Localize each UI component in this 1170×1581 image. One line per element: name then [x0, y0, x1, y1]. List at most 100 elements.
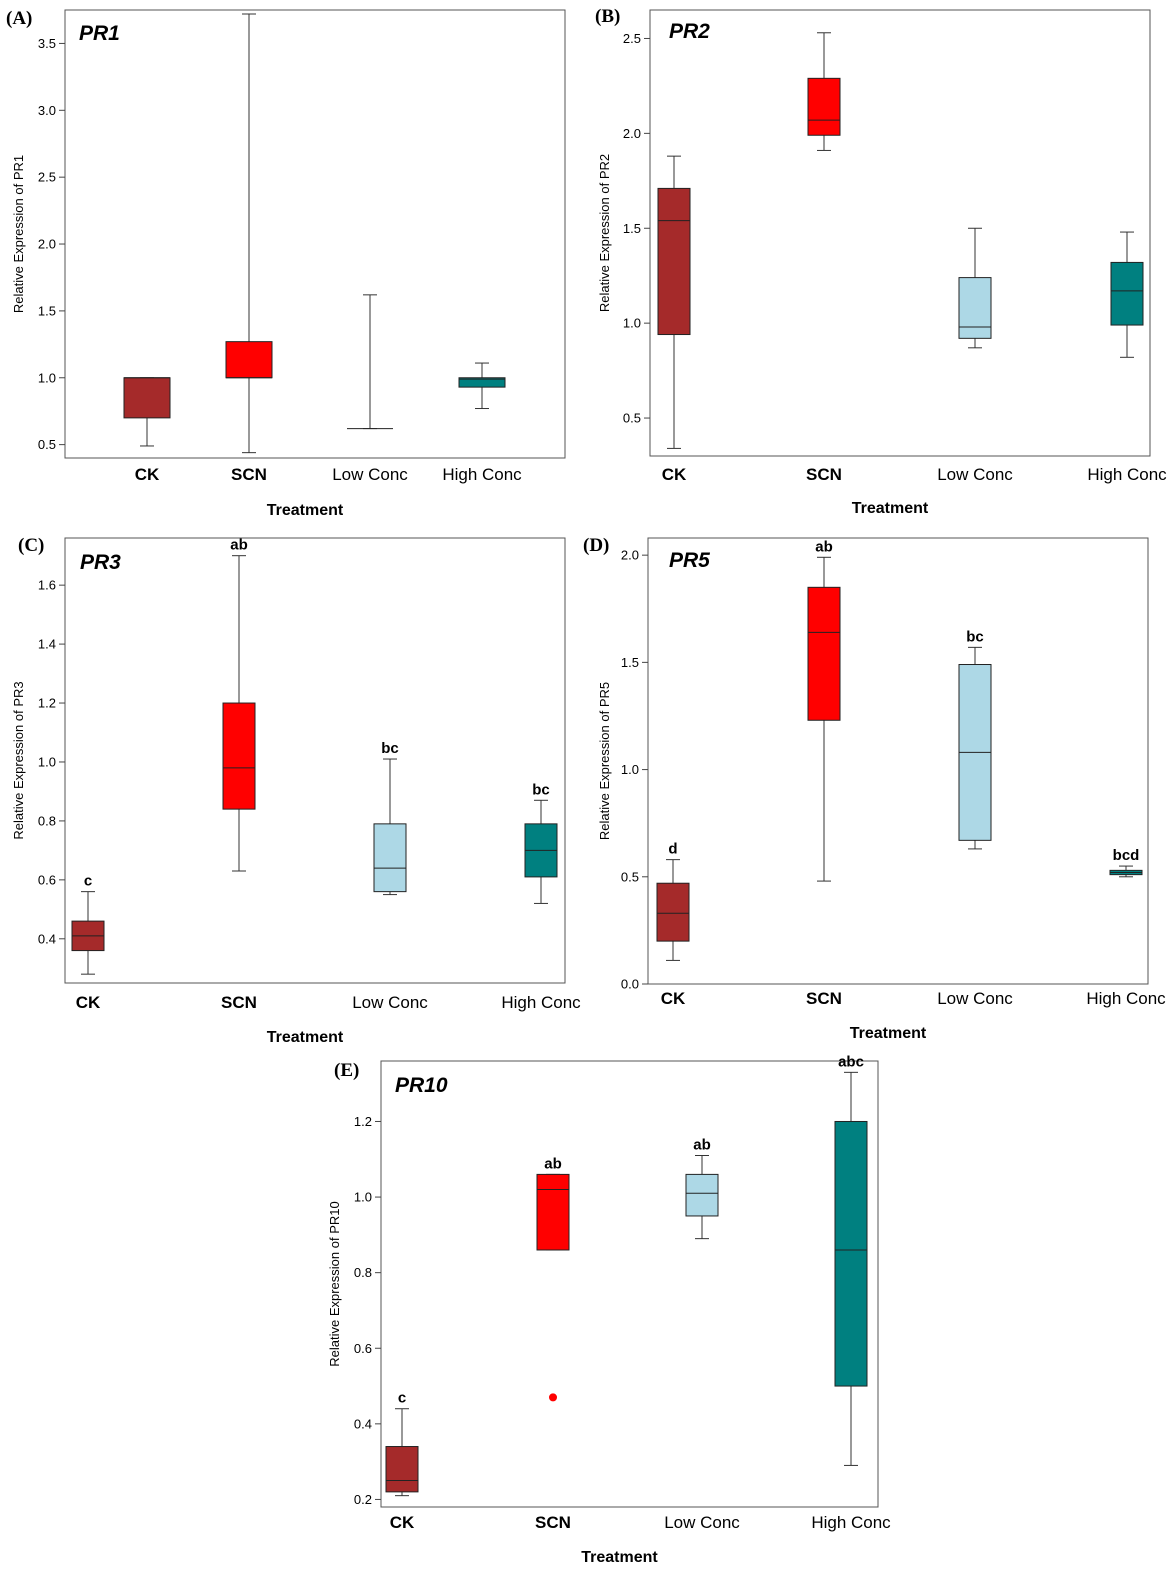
box-low-conc — [958, 227, 992, 349]
plot-frame — [64, 537, 566, 984]
y-tick-label: 0.8 — [354, 1265, 372, 1280]
y-tick-label: 0.5 — [623, 411, 641, 426]
box-body — [656, 882, 690, 942]
panel-letter: (A) — [6, 8, 32, 29]
y-tick-label: 3.5 — [38, 36, 56, 51]
gene-title: PR2 — [669, 20, 710, 43]
plot-frame — [380, 1060, 879, 1508]
significance-letter: c — [84, 873, 92, 890]
x-tick-label: CK — [661, 989, 686, 1008]
x-tick-label: SCN — [806, 989, 842, 1008]
box-body — [222, 702, 256, 810]
box-scn — [536, 1173, 570, 1251]
y-tick-label: 1.5 — [623, 221, 641, 236]
box-body — [385, 1446, 419, 1493]
chart-panel-pr10: (E) PR10 0.2 0.4 0.6 0.8 1.0 1.2 Relative Expres… — [327, 1053, 891, 1566]
x-axis-title: Treatment — [852, 500, 929, 517]
panel-letter: (B) — [595, 6, 620, 27]
y-tick-label: 1.0 — [623, 316, 641, 331]
chart-panel-pr5: (D) PR5 0.0 0.5 1.0 1.5 2.0 Relative Expression… — [583, 535, 1166, 1042]
x-tick-label: Low Conc — [937, 465, 1013, 484]
y-tick-label: 1.5 — [38, 303, 56, 318]
box-body — [1110, 261, 1144, 326]
x-tick-label: Low Conc — [664, 1513, 740, 1532]
gene-title: PR10 — [395, 1074, 448, 1097]
y-tick-label: 0.2 — [354, 1492, 372, 1507]
panel-letter: (D) — [583, 535, 609, 556]
box-body — [958, 277, 992, 339]
significance-letter: bc — [966, 628, 984, 645]
x-tick-label: CK — [135, 465, 160, 484]
y-tick-label: 1.6 — [38, 578, 56, 593]
x-axis-title: Treatment — [581, 1549, 658, 1566]
y-tick-label: 1.4 — [38, 637, 56, 652]
plot-frame — [647, 537, 1149, 985]
panel-letter: (E) — [334, 1060, 359, 1081]
box-ck — [123, 377, 171, 447]
x-tick-label: High Conc — [442, 465, 522, 484]
y-tick-label: 0.4 — [354, 1416, 372, 1431]
x-tick-label: SCN — [231, 465, 267, 484]
plot-frame — [64, 9, 566, 459]
chart-panel-pr3: (C) PR3 0.4 0.6 0.8 1.0 1.2 1.4 1.6 Relative Expr… — [11, 535, 581, 1046]
y-tick-label: 2.0 — [38, 237, 56, 252]
box-high-conc — [458, 362, 506, 410]
panel-letter: (C) — [18, 535, 44, 556]
y-tick-label: 0.6 — [354, 1341, 372, 1356]
outlier-point — [549, 1393, 557, 1402]
significance-letter: bc — [532, 781, 550, 798]
x-tick-label: CK — [662, 465, 687, 484]
x-tick-label: Low Conc — [332, 465, 408, 484]
box-body — [373, 823, 407, 893]
significance-letter: ab — [693, 1136, 711, 1153]
y-tick-label: 0.4 — [38, 931, 56, 946]
box-body — [123, 377, 171, 419]
y-axis-title: Relative Expression of PR3 — [11, 681, 26, 839]
y-tick-label: 1.0 — [38, 754, 56, 769]
significance-letter: bcd — [1113, 847, 1140, 864]
box-ck — [385, 1408, 419, 1497]
y-tick-label: 0.5 — [621, 869, 639, 884]
box-body — [536, 1173, 570, 1251]
box-scn — [225, 13, 273, 454]
y-tick-label: 1.0 — [354, 1190, 372, 1205]
box-ck — [656, 859, 690, 961]
y-tick-label: 1.2 — [38, 696, 56, 711]
significance-letter: d — [668, 841, 677, 858]
x-axis-title: Treatment — [267, 1029, 344, 1046]
box-body — [807, 586, 841, 721]
y-tick-label: 1.0 — [621, 762, 639, 777]
box-low-conc — [685, 1154, 719, 1240]
y-axis-title: Relative Expression of PR1 — [11, 155, 26, 313]
significance-letter: c — [398, 1390, 406, 1407]
box-low-conc — [373, 758, 407, 896]
x-tick-label: SCN — [806, 465, 842, 484]
x-tick-label: High Conc — [501, 993, 581, 1012]
plot-frame — [649, 9, 1151, 457]
y-tick-label: 3.0 — [38, 103, 56, 118]
box-low-conc — [347, 294, 393, 430]
box-high-conc — [1109, 865, 1143, 878]
y-tick-label: 2.5 — [623, 31, 641, 46]
box-scn — [807, 32, 841, 151]
chart-panel-pr2: (B) PR2 0.5 1.0 1.5 2.0 2.5 Relative Expression… — [595, 6, 1167, 517]
gene-title: PR3 — [80, 551, 121, 574]
x-tick-label: SCN — [535, 1513, 571, 1532]
box-body — [685, 1173, 719, 1217]
box-high-conc — [524, 799, 558, 904]
x-axis-title: Treatment — [850, 1025, 927, 1042]
box-ck — [657, 155, 691, 449]
box-low-conc — [958, 646, 992, 850]
y-tick-label: 2.0 — [621, 548, 639, 563]
x-tick-label: CK — [390, 1513, 415, 1532]
gene-title: PR5 — [669, 549, 710, 572]
x-tick-label: High Conc — [811, 1513, 891, 1532]
y-tick-label: 2.5 — [38, 170, 56, 185]
y-tick-label: 0.5 — [38, 437, 56, 452]
x-tick-label: Low Conc — [937, 989, 1013, 1008]
x-tick-label: CK — [76, 993, 101, 1012]
box-high-conc — [834, 1071, 868, 1466]
significance-letter: ab — [815, 538, 833, 555]
box-scn — [807, 556, 841, 882]
